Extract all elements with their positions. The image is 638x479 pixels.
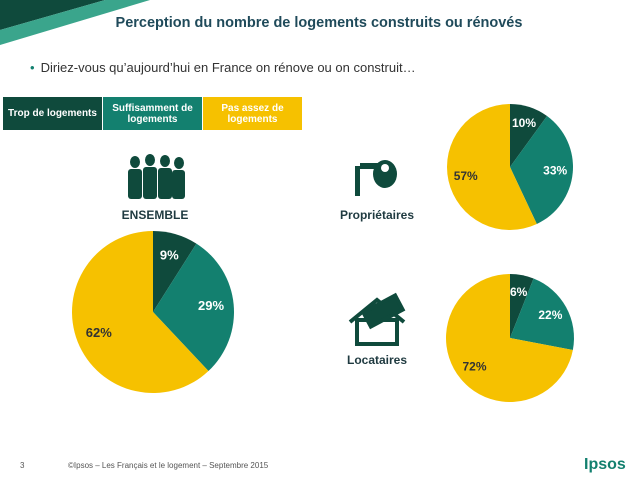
- data-label: 72%: [462, 360, 486, 374]
- pie-slice: [446, 274, 573, 402]
- pie-slice: [153, 231, 197, 312]
- pie-slice: [71, 231, 209, 394]
- house-icon: [348, 292, 406, 346]
- page-number: 3: [20, 461, 25, 470]
- data-label: 62%: [86, 325, 112, 340]
- chart-title: Propriétaires: [340, 208, 414, 222]
- data-label: 57%: [454, 169, 478, 183]
- question: Diriez-vous qu’aujourd’hui en France on …: [30, 60, 416, 75]
- pie-slice: [510, 104, 548, 167]
- data-label: 29%: [198, 298, 224, 313]
- pie-slice: [510, 274, 534, 338]
- chart-title: Locataires: [347, 353, 407, 367]
- data-label: 22%: [538, 308, 562, 322]
- key-icon: [355, 160, 397, 196]
- legend-item: Trop de logements: [3, 97, 102, 130]
- decoration: [0, 0, 150, 45]
- data-label: 33%: [543, 163, 567, 177]
- data-label: 9%: [160, 247, 179, 262]
- pie-slice: [510, 116, 573, 225]
- data-label: 6%: [510, 285, 528, 299]
- people-icon: [128, 154, 185, 199]
- title: Perception du nombre de logements constr…: [115, 15, 523, 31]
- legend-item: Pas assez de logements: [203, 97, 302, 130]
- brand: Ipsos: [584, 456, 626, 473]
- pie-slice: [153, 243, 234, 372]
- legend-item: Suffisamment de logements: [103, 97, 202, 130]
- data-label: 10%: [512, 116, 536, 130]
- footer: ©Ipsos – Les Français et le logement – S…: [68, 461, 269, 470]
- pie-slice: [447, 104, 537, 230]
- pie-slice: [510, 278, 574, 350]
- chart-title: ENSEMBLE: [122, 208, 189, 222]
